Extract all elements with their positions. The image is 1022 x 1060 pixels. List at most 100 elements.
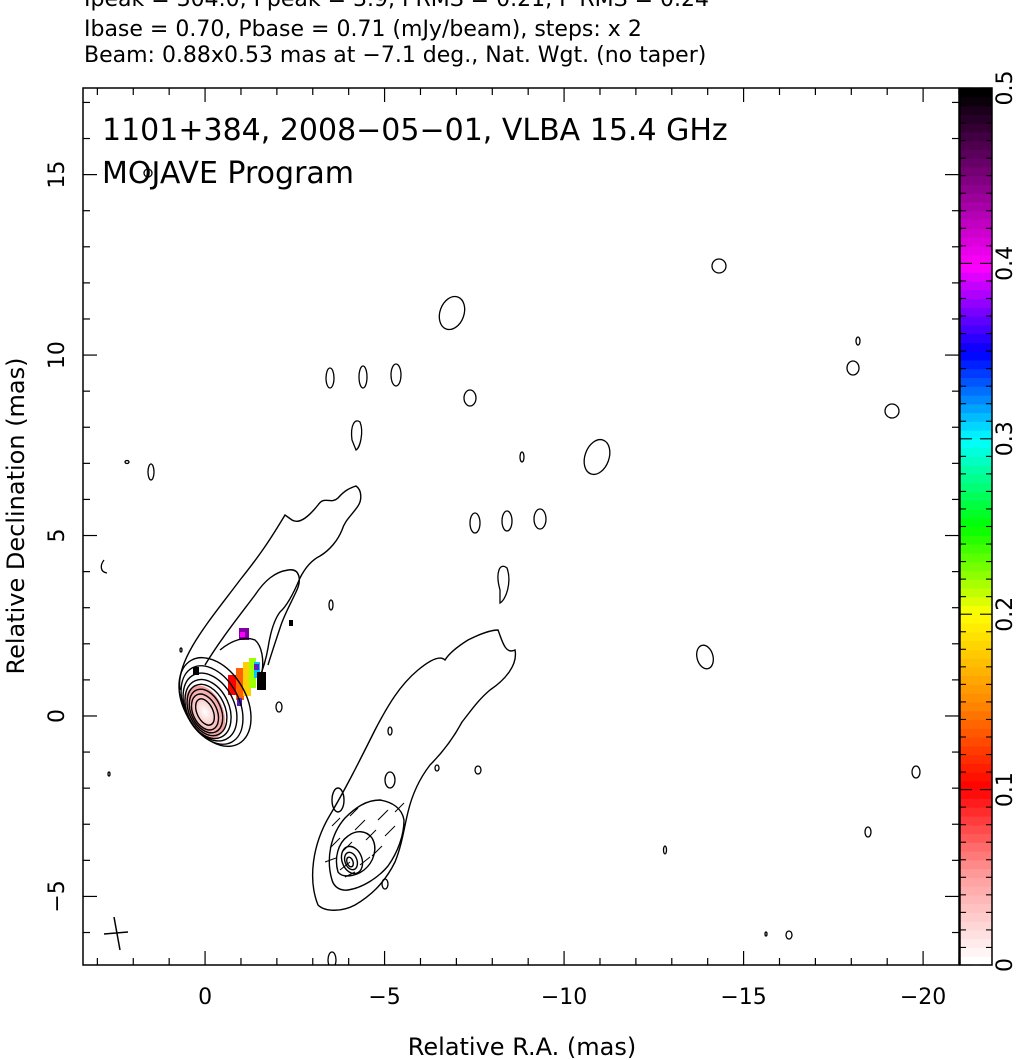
- header-base-line: Ibase = 0.70, Pbase = 0.71 (mJy/beam), s…: [84, 17, 642, 42]
- y-tick-label: 15: [45, 161, 70, 189]
- colorbar-band: [960, 649, 992, 659]
- jet-contours: [178, 485, 517, 911]
- colorbar-band: [960, 526, 992, 536]
- colorbar-tick-label: 0.3: [993, 421, 1018, 456]
- colorbar-band: [960, 684, 992, 694]
- header-peak-line: Ipeak = 304.0, Ppeak = 3.9, I RMS = 0.21…: [84, 0, 709, 12]
- colorbar-band: [960, 114, 992, 124]
- core-contours: [178, 656, 252, 748]
- colorbar-band: [960, 254, 992, 264]
- colorbar-band: [960, 710, 992, 721]
- y-tick-label: 10: [45, 341, 70, 369]
- colorbar-band: [960, 491, 992, 501]
- colorbar-band: [960, 658, 992, 668]
- colorbar-band: [960, 693, 992, 703]
- colorbar-band: [960, 351, 992, 361]
- x-tick-label: −15: [720, 985, 766, 1010]
- colorbar-band: [960, 666, 992, 677]
- colorbar-band: [960, 438, 992, 449]
- colorbar-band: [960, 798, 992, 808]
- colorbar-band: [960, 780, 992, 791]
- colorbar-band: [960, 184, 992, 194]
- colorbar-band: [960, 421, 992, 431]
- colorbar-band: [960, 947, 992, 957]
- colorbar-band: [960, 272, 992, 282]
- plot-subtitle: MOJAVE Program: [102, 156, 354, 191]
- colorbar-band: [960, 815, 992, 826]
- colorbar-band: [960, 938, 992, 949]
- colorbar-band: [960, 386, 992, 396]
- plot-frame: [82, 87, 960, 966]
- colorbar-band: [960, 298, 992, 308]
- colorbar-band: [960, 324, 992, 335]
- colorbar-band: [960, 149, 992, 159]
- colorbar-band: [960, 289, 992, 300]
- colorbar-band: [960, 342, 992, 352]
- colorbar-band: [960, 701, 992, 712]
- colorbar-band: [960, 430, 992, 440]
- colorbar-band: [960, 754, 992, 764]
- colorbar-band: [960, 640, 992, 650]
- colorbar-tick-label: 0.1: [993, 772, 1018, 807]
- colorbar-band: [960, 131, 992, 142]
- colorbar-band: [960, 500, 992, 510]
- y-axis-title: Relative Declination (mas): [2, 357, 30, 674]
- colorbar-band: [960, 465, 992, 475]
- colorbar-band: [960, 772, 992, 782]
- colorbar-band: [960, 219, 992, 229]
- colorbar-band: [960, 333, 992, 343]
- colorbar-band: [960, 508, 992, 519]
- y-tick-label: −5: [45, 880, 70, 912]
- colorbar-band: [960, 877, 992, 887]
- plot-title: 1101+384, 2008−05−01, VLBA 15.4 GHz: [102, 113, 728, 148]
- colorbar-band: [960, 605, 992, 615]
- colorbar-band: [960, 394, 992, 405]
- colorbar-band: [960, 868, 992, 878]
- colorbar-band: [960, 587, 992, 598]
- colorbar-band: [960, 912, 992, 922]
- colorbar-tick-label: 0: [993, 958, 1018, 972]
- colorbar-band: [960, 535, 992, 545]
- beam-cross: [103, 916, 129, 951]
- colorbar-band: [960, 482, 992, 493]
- colorbar-band: [960, 675, 992, 685]
- colorbar-band: [960, 622, 992, 633]
- colorbar-band: [960, 719, 992, 729]
- colorbar-band: [960, 447, 992, 457]
- colorbar-band: [960, 307, 992, 317]
- colorbar-band: [960, 403, 992, 414]
- colorbar: [960, 88, 992, 966]
- colorbar-tick-label: 0.2: [993, 597, 1018, 632]
- y-tick-label: 0: [45, 709, 70, 723]
- evpa-vectors: [324, 802, 405, 878]
- colorbar-band: [960, 228, 992, 238]
- colorbar-band: [960, 202, 992, 212]
- colorbar-band: [960, 193, 992, 203]
- colorbar-band: [960, 728, 992, 738]
- colorbar-band: [960, 280, 992, 291]
- map-content: [100, 168, 921, 965]
- colorbar-band: [960, 140, 992, 150]
- colorbar-tick-label: 0.4: [993, 246, 1018, 281]
- colorbar-band: [960, 614, 992, 624]
- colorbar-band: [960, 473, 992, 484]
- colorbar-band: [960, 210, 992, 221]
- y-tick-label: 5: [45, 529, 70, 543]
- colorbar-band: [960, 456, 992, 466]
- colorbar-band: [960, 517, 992, 528]
- colorbar-band: [960, 412, 992, 422]
- colorbar-band: [960, 561, 992, 571]
- noise-contours: [100, 168, 921, 965]
- x-axis-title: Relative R.A. (mas): [408, 1033, 636, 1060]
- colorbar-band: [960, 96, 992, 107]
- colorbar-band: [960, 789, 992, 799]
- colorbar-band: [960, 807, 992, 817]
- x-tick-label: −10: [541, 985, 587, 1010]
- header-beam-line: Beam: 0.88x0.53 mas at −7.1 deg., Nat. W…: [84, 43, 707, 68]
- colorbar-tick-label: 0.5: [993, 71, 1018, 106]
- colorbar-band: [960, 579, 992, 589]
- colorbar-band: [960, 894, 992, 905]
- colorbar-band: [960, 903, 992, 913]
- colorbar-band: [960, 105, 992, 115]
